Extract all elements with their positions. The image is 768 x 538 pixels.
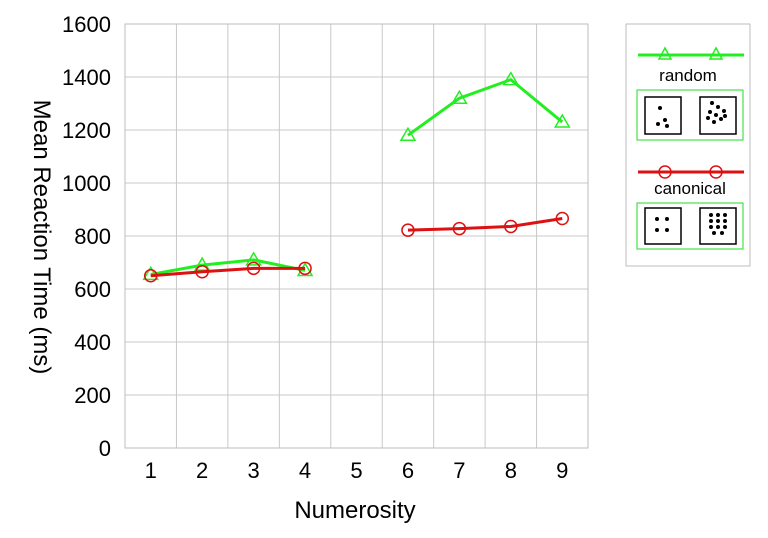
x-tick-label: 4 — [299, 458, 311, 483]
x-tick-label: 3 — [247, 458, 259, 483]
y-tick-label: 0 — [99, 436, 111, 461]
x-tick-label: 7 — [453, 458, 465, 483]
legend-random-marker — [657, 46, 673, 60]
legend-canonical-marker — [658, 165, 672, 179]
y-tick-label: 800 — [74, 224, 111, 249]
random-data-point — [142, 265, 160, 281]
y-tick-label: 1600 — [62, 12, 111, 37]
legend-random-image-frame — [636, 89, 744, 141]
legend-box — [625, 23, 751, 267]
legend-canonical-image-frame — [636, 202, 744, 250]
x-tick-label: 5 — [350, 458, 362, 483]
canonical-series-line — [150, 266, 306, 278]
canonical-data-point — [298, 261, 312, 276]
legend-canonical-label: canonical — [654, 179, 726, 198]
y-tick-label: 200 — [74, 383, 111, 408]
random-series-line — [407, 77, 564, 137]
canonical-data-point — [195, 265, 209, 279]
random-data-point — [399, 126, 417, 142]
y-tick-label: 600 — [74, 277, 111, 302]
canonical-series-line — [407, 217, 563, 232]
random-data-point — [553, 113, 571, 128]
x-tick-label: 8 — [505, 458, 517, 483]
canonical-data-point — [143, 269, 158, 283]
canonical-small-dots-icon — [644, 207, 682, 245]
canonical-data-point — [555, 211, 570, 226]
random-data-point — [502, 71, 520, 86]
y-tick-label: 400 — [74, 330, 111, 355]
random-data-point — [245, 251, 262, 266]
series-layer — [142, 71, 571, 283]
y-tick-label: 1000 — [62, 171, 111, 196]
grid — [125, 23, 588, 449]
y-tick-labels: 0 200 400 600 800 1000 1200 1400 1600 — [62, 12, 111, 461]
x-tick-label: 6 — [402, 458, 414, 483]
legend-random-label: random — [659, 66, 717, 85]
x-axis-title: Numerosity — [294, 497, 415, 524]
x-tick-label: 1 — [145, 458, 157, 483]
random-small-dots-icon — [644, 96, 682, 135]
plot-frame — [124, 23, 589, 449]
random-large-dots-icon — [699, 96, 737, 135]
legend: random canonical — [625, 23, 751, 267]
legend-canonical-marker — [709, 165, 723, 179]
random-data-point — [451, 89, 468, 104]
y-tick-label: 1400 — [62, 65, 111, 90]
canonical-large-dots-icon — [699, 207, 737, 245]
y-tick-label: 1200 — [62, 118, 111, 143]
legend-random-marker — [708, 46, 724, 60]
canonical-data-point — [452, 221, 467, 236]
x-tick-label: 2 — [196, 458, 208, 483]
x-tick-label: 9 — [556, 458, 568, 483]
canonical-data-point — [246, 261, 261, 276]
canonical-data-point — [504, 219, 518, 234]
canonical-data-point — [401, 223, 415, 237]
x-tick-labels: 1 2 3 4 5 6 7 8 9 — [145, 458, 569, 483]
random-data-point — [193, 256, 211, 271]
y-axis-title: Mean Reaction Time (ms) — [28, 100, 55, 375]
random-series-line — [150, 258, 306, 276]
